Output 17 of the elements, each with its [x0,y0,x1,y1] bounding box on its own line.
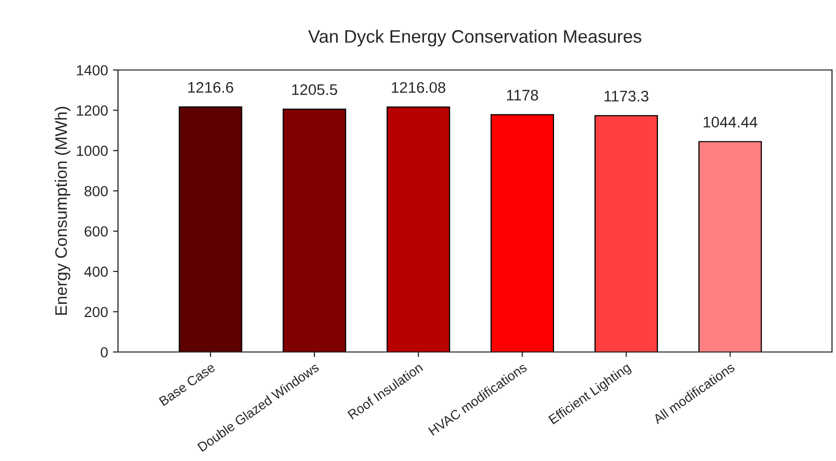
data-label: 1216.6 [188,82,234,93]
y-tick-label: 600 [84,226,108,237]
y-tick-label: 200 [84,306,108,318]
data-label: 1178 [507,90,538,101]
y-tick-label: 1400 [76,65,108,76]
x-tick-label: Base Case [158,362,216,406]
y-axis-title: Energy Consumption (MWh) [54,106,70,315]
chart-title: Van Dyck Energy Conservation Measures [308,30,642,46]
data-label: 1044.44 [704,116,758,128]
y-tick-label: 400 [84,266,108,277]
data-label: 1205.5 [292,84,338,96]
y-tick-label: 800 [84,186,108,196]
data-label: 1173.3 [604,90,648,102]
data-label: 1216.08 [392,82,446,93]
y-tick-label: 1000 [76,146,108,156]
y-tick-label: 0 [100,347,108,358]
y-tick-label: 1200 [76,105,108,116]
